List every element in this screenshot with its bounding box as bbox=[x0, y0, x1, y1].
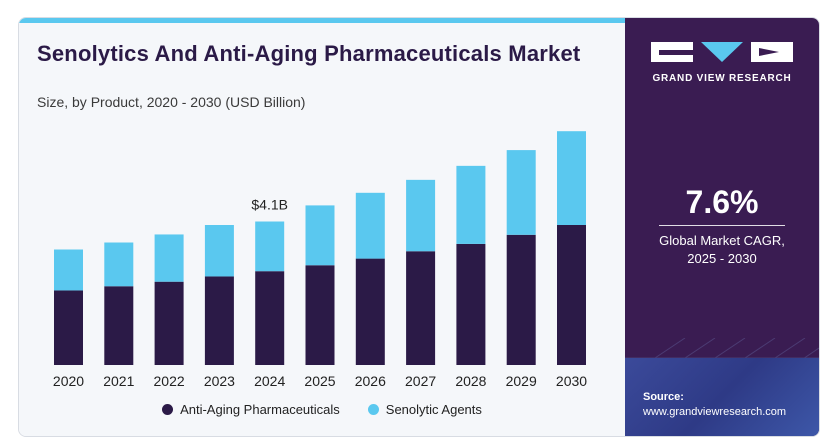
source-label: Source: bbox=[643, 391, 684, 403]
sidebar-panel: GRAND VIEW RESEARCH 7.6% Global Market C… bbox=[625, 18, 819, 436]
bar-anti-aging-2020 bbox=[54, 290, 83, 365]
x-tick-label-2022: 2022 bbox=[154, 373, 185, 389]
bar-anti-aging-2026 bbox=[355, 258, 385, 365]
bar-senolytic-2021 bbox=[104, 242, 134, 287]
bar-anti-aging-2028 bbox=[456, 243, 486, 365]
page-title: Senolytics And Anti-Aging Pharmaceutical… bbox=[37, 41, 581, 66]
bar-anti-aging-2030 bbox=[557, 225, 586, 365]
x-tick-label-2024: 2024 bbox=[254, 373, 285, 389]
x-tick-label-2025: 2025 bbox=[304, 373, 335, 389]
brand-name: GRAND VIEW RESEARCH bbox=[652, 73, 792, 84]
bar-chart: 2020 2021 2022 2023 2024 $4.1B 2025 2026 2027 202… bbox=[53, 131, 587, 389]
legend-item-senolytic: Senolytic Agents bbox=[367, 402, 482, 417]
divider bbox=[659, 225, 785, 226]
chart-legend: Anti-Aging Pharmaceuticals Senolytic Age… bbox=[19, 402, 625, 417]
bar-senolytic-2027 bbox=[406, 179, 436, 252]
bar-senolytic-2025 bbox=[305, 205, 335, 266]
legend-swatch-anti-aging bbox=[162, 404, 174, 415]
bar-anti-aging-2027 bbox=[406, 251, 436, 365]
x-tick-label-2020: 2020 bbox=[53, 373, 84, 389]
bar-anti-aging-2022 bbox=[154, 281, 184, 365]
cagr-label-line1: Global Market CAGR, bbox=[659, 233, 785, 248]
x-tick-label-2021: 2021 bbox=[103, 373, 134, 389]
legend-swatch-senolytic bbox=[367, 404, 379, 415]
x-tick-label-2026: 2026 bbox=[355, 373, 386, 389]
source-band bbox=[625, 358, 819, 436]
x-tick-label-2028: 2028 bbox=[455, 373, 486, 389]
bar-senolytic-2022 bbox=[154, 234, 184, 282]
x-tick-label-2029: 2029 bbox=[506, 373, 537, 389]
bar-anti-aging-2025 bbox=[305, 265, 335, 365]
x-tick-label-2027: 2027 bbox=[405, 373, 436, 389]
legend-label-anti-aging: Anti-Aging Pharmaceuticals bbox=[180, 402, 340, 417]
bar-senolytic-2030 bbox=[557, 131, 586, 225]
bar-senolytic-2029 bbox=[506, 150, 536, 235]
bar-anti-aging-2029 bbox=[506, 234, 536, 365]
legend-label-senolytic: Senolytic Agents bbox=[385, 402, 482, 417]
x-tick-label-2030: 2030 bbox=[556, 373, 587, 389]
grand-view-research-logo bbox=[651, 42, 793, 62]
cagr-value: 7.6% bbox=[685, 184, 759, 220]
bar-anti-aging-2021 bbox=[104, 286, 134, 365]
bar-senolytic-2026 bbox=[355, 192, 385, 259]
bar-senolytic-2028 bbox=[456, 165, 486, 244]
bar-senolytic-2020 bbox=[54, 249, 83, 291]
source-block: Source: www.grandviewresearch.com bbox=[643, 390, 786, 420]
cagr-label: Global Market CAGR, 2025 - 2030 bbox=[625, 232, 819, 268]
infographic-card: Senolytics And Anti-Aging Pharmaceutical… bbox=[18, 17, 820, 437]
cagr-label-line2: 2025 - 2030 bbox=[687, 251, 757, 266]
x-tick-label-2023: 2023 bbox=[204, 373, 235, 389]
bar-anti-aging-2024 bbox=[255, 271, 285, 365]
legend-item-anti-aging: Anti-Aging Pharmaceuticals bbox=[162, 402, 340, 417]
chart-panel: Senolytics And Anti-Aging Pharmaceutical… bbox=[19, 18, 625, 436]
source-link[interactable]: www.grandviewresearch.com bbox=[643, 406, 787, 418]
accent-bar bbox=[19, 18, 625, 23]
chart-subtitle: Size, by Product, 2020 - 2030 (USD Billi… bbox=[37, 94, 306, 110]
bar-anti-aging-2023 bbox=[204, 276, 234, 365]
data-label-2024: $4.1B bbox=[251, 197, 288, 213]
bar-senolytic-2024 bbox=[255, 221, 285, 272]
bar-senolytic-2023 bbox=[204, 225, 234, 277]
